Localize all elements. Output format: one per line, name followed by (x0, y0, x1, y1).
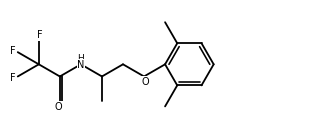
Text: H: H (77, 54, 84, 63)
Text: F: F (9, 46, 15, 56)
Text: O: O (55, 102, 62, 112)
Text: N: N (77, 60, 85, 70)
Text: O: O (142, 77, 149, 86)
Text: F: F (10, 73, 16, 83)
Text: F: F (37, 30, 43, 40)
